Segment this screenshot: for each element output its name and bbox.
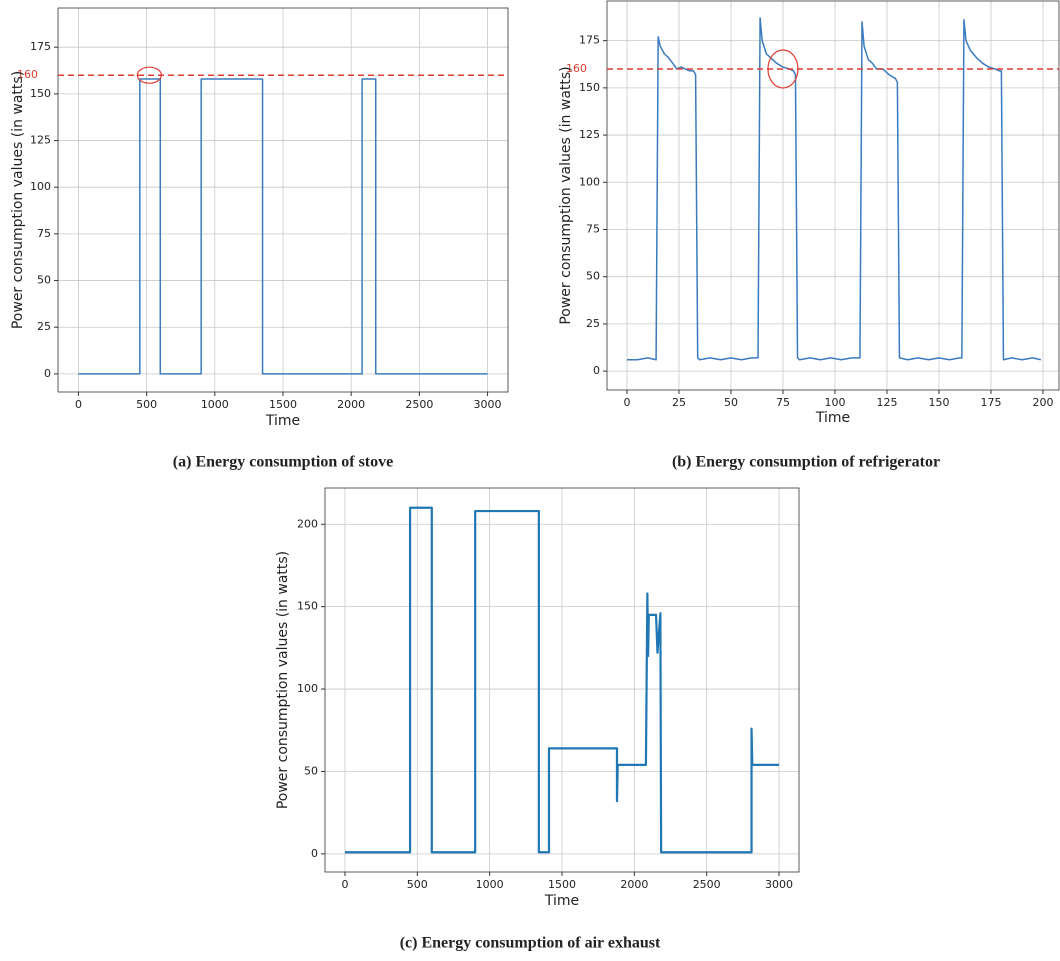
x-tick-label: 2000 (337, 398, 365, 411)
x-tick-label: 1000 (201, 398, 229, 411)
x-tick-label: 1000 (476, 878, 504, 891)
reference-label: 160 (17, 68, 38, 81)
y-tick-label: 175 (579, 34, 600, 47)
y-tick-label: 125 (30, 134, 51, 147)
y-tick-label: 150 (579, 81, 600, 94)
y-tick-label: 125 (579, 128, 600, 141)
caption: (a) Energy consumption of stove (173, 454, 393, 471)
y-tick-label: 150 (30, 87, 51, 100)
x-tick-label: 175 (980, 396, 1001, 409)
x-tick-label: 0 (341, 878, 348, 891)
y-tick-label: 0 (311, 847, 318, 860)
y-tick-label: 175 (30, 40, 51, 53)
data-line (78, 78, 488, 375)
x-tick-label: 0 (623, 396, 630, 409)
x-axis-label: Time (544, 893, 579, 909)
y-tick-label: 0 (44, 367, 51, 380)
x-tick-label: 2500 (693, 878, 721, 891)
x-axis-label: Time (265, 413, 300, 429)
caption: (b) Energy consumption of refrigerator (672, 454, 940, 471)
plot-frame (324, 487, 800, 873)
data-line (626, 17, 1042, 361)
x-tick-label: 200 (1032, 396, 1053, 409)
x-tick-label: 50 (724, 396, 738, 409)
y-tick-label: 100 (297, 682, 318, 695)
x-tick-label: 500 (136, 398, 157, 411)
highlight-ellipse (767, 49, 799, 89)
highlight-ellipse (136, 66, 162, 84)
caption: (c) Energy consumption of air exhaust (400, 935, 661, 952)
x-tick-label: 25 (672, 396, 686, 409)
y-tick-label: 100 (579, 175, 600, 188)
y-tick-label: 50 (304, 764, 318, 777)
y-tick-label: 100 (30, 180, 51, 193)
plot-frame (57, 7, 509, 393)
x-tick-label: 2500 (405, 398, 433, 411)
x-tick-label: 125 (876, 396, 897, 409)
y-tick-label: 25 (37, 320, 51, 333)
y-tick-label: 50 (37, 274, 51, 287)
y-axis-label: Power consumption values (in watts) (558, 66, 574, 324)
x-tick-label: 150 (928, 396, 949, 409)
y-axis-label: Power consumption values (in watts) (275, 551, 291, 809)
x-tick-label: 1500 (269, 398, 297, 411)
data-line (344, 506, 780, 854)
x-tick-label: 3000 (765, 878, 793, 891)
y-tick-label: 25 (586, 317, 600, 330)
x-tick-label: 3000 (474, 398, 502, 411)
x-tick-label: 75 (776, 396, 790, 409)
y-tick-label: 75 (586, 222, 600, 235)
plot-frame (606, 0, 1060, 391)
y-tick-label: 0 (593, 364, 600, 377)
x-tick-label: 1500 (548, 878, 576, 891)
y-tick-label: 75 (37, 227, 51, 240)
y-tick-label: 50 (586, 270, 600, 283)
x-tick-label: 2000 (620, 878, 648, 891)
x-tick-label: 100 (824, 396, 845, 409)
x-tick-label: 500 (407, 878, 428, 891)
x-tick-label: 0 (75, 398, 82, 411)
x-axis-label: Time (815, 410, 850, 426)
reference-label: 160 (566, 62, 587, 75)
y-tick-label: 150 (297, 600, 318, 613)
y-tick-label: 200 (297, 517, 318, 530)
y-axis-label: Power consumption values (in watts) (10, 71, 26, 329)
